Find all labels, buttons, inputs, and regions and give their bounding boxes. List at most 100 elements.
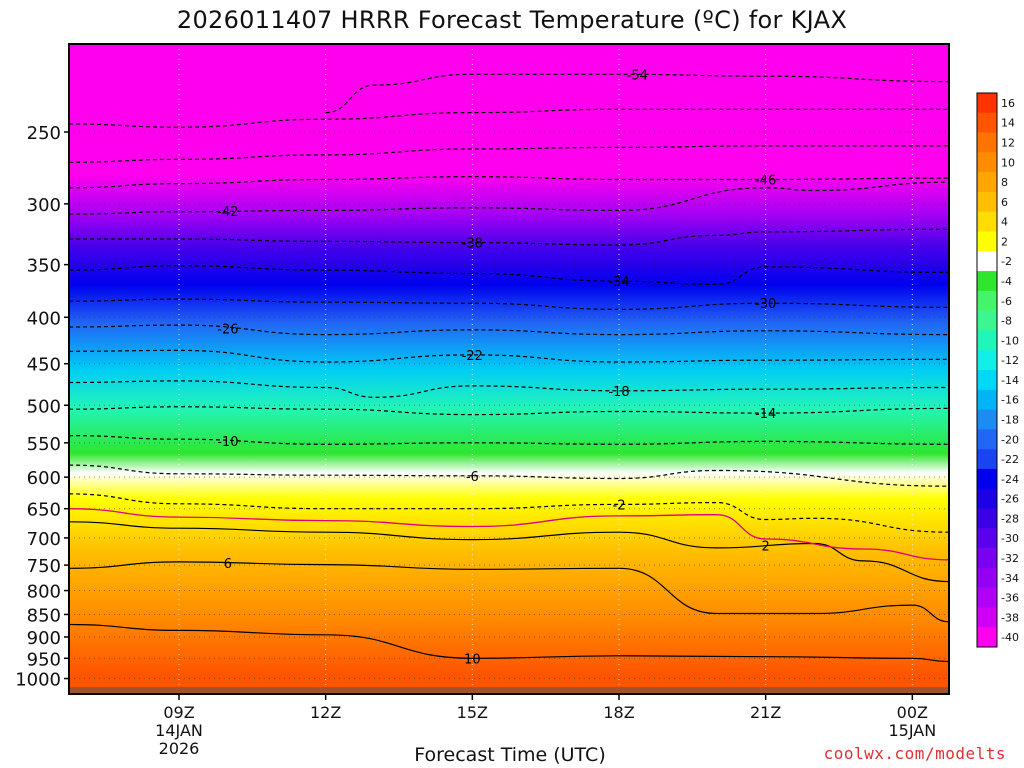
isotherm-label--22: -22 — [462, 349, 483, 364]
isotherm-label-text: -10 — [217, 435, 238, 450]
colorbar-swatch--18 to -16 — [977, 409, 997, 430]
colorbar-swatch--12 to -10 — [977, 350, 997, 371]
y-tick-label-900: 900 — [27, 628, 61, 649]
isotherm-label-text: -22 — [462, 349, 483, 364]
colorbar-swatch-4 to 6 — [977, 211, 997, 232]
x-tick-label-09Z: 09Z — [163, 703, 194, 722]
isotherm-label-text: 6 — [224, 557, 232, 572]
colorbar-swatch--20 to -18 — [977, 429, 997, 450]
x-tick-label-21Z: 21Z — [750, 703, 781, 722]
isotherm-label-text: -14 — [755, 407, 776, 422]
colorbar-label--30: -30 — [1001, 532, 1019, 545]
isotherm-label-2: 2 — [762, 540, 770, 555]
y-tick-label-500: 500 — [27, 396, 61, 417]
colorbar-swatch-< -40 — [977, 627, 997, 648]
colorbar-label--12: -12 — [1001, 354, 1019, 367]
isotherm-label-text: -6 — [466, 470, 479, 485]
isotherm-label--18: -18 — [608, 385, 629, 400]
isotherm-label-6: 6 — [224, 557, 232, 572]
isotherm--54 — [325, 73, 949, 114]
colorbar-label--14: -14 — [1001, 374, 1019, 387]
colorbar-label--4: -4 — [1001, 275, 1012, 288]
colorbar-swatch->16 — [977, 93, 997, 114]
isotherm--46 — [69, 176, 949, 189]
colorbar-label--28: -28 — [1001, 512, 1019, 525]
isotherm-label-text: -2 — [613, 498, 626, 513]
colorbar-label--16: -16 — [1001, 394, 1019, 407]
colorbar-swatch--14 to -12 — [977, 370, 997, 391]
colorbar-label--26: -26 — [1001, 493, 1019, 506]
isotherm-label-text: 2 — [762, 540, 770, 555]
isotherm-label--10: -10 — [217, 435, 238, 450]
x-tick-date-09Z: 14JAN — [155, 721, 203, 740]
colorbar-label--22: -22 — [1001, 453, 1019, 466]
colorbar-label-8: 8 — [1001, 176, 1008, 189]
y-tick-label-400: 400 — [27, 308, 61, 329]
temperature-bands — [69, 44, 949, 694]
y-tick-label-1000: 1000 — [15, 670, 61, 691]
y-tick-label-750: 750 — [27, 556, 61, 577]
colorbar-swatch--26 to -24 — [977, 488, 997, 509]
colorbar-label-2: 2 — [1001, 235, 1008, 248]
colorbar-swatch--16 to -14 — [977, 389, 997, 410]
source-watermark: coolwx.com/modelts — [823, 744, 1006, 763]
colorbar-swatch-14 to 16 — [977, 112, 997, 133]
y-tick-label-450: 450 — [27, 355, 61, 376]
gradient-field — [69, 44, 949, 694]
colorbar-label--24: -24 — [1001, 473, 1019, 486]
y-tick-label-850: 850 — [27, 605, 61, 626]
isotherm-label-text: -30 — [755, 297, 776, 312]
ground-surface — [69, 687, 949, 694]
y-tick-label-800: 800 — [27, 582, 61, 603]
isotherm-label--42: -42 — [217, 205, 238, 220]
isotherm-contours: -54-46-42-38-34-30-26-22-18-14-10-6-2261… — [69, 69, 949, 667]
x-tick-date-00Z: 15JAN — [888, 721, 936, 740]
colorbar-label--34: -34 — [1001, 572, 1019, 585]
isotherm-label--14: -14 — [755, 407, 776, 422]
y-tick-label-300: 300 — [27, 195, 61, 216]
isotherm--2 — [69, 493, 949, 533]
x-tick-year-09Z: 2026 — [159, 739, 200, 758]
isotherm-label-text: 10 — [464, 652, 481, 667]
colorbar-swatch--10 to -8 — [977, 330, 997, 351]
x-tick-label-00Z: 00Z — [897, 703, 928, 722]
y-tick-label-250: 250 — [27, 123, 61, 144]
freezing-line — [69, 508, 949, 561]
isotherm-label-text: -34 — [608, 275, 629, 290]
colorbar-swatch-10 to 12 — [977, 152, 997, 173]
colorbar-label--40: -40 — [1001, 631, 1019, 644]
colorbar-label--38: -38 — [1001, 611, 1019, 624]
colorbar-swatch--6 to -4 — [977, 290, 997, 311]
colorbar-swatch-8 to 10 — [977, 172, 997, 193]
isotherm-label-text: -46 — [755, 173, 776, 188]
colorbar-swatch--30 to -28 — [977, 528, 997, 549]
y-tick-label-700: 700 — [27, 529, 61, 550]
colorbar-swatch-2 to 4 — [977, 231, 997, 252]
isotherm--18 — [69, 380, 949, 398]
colorbar-label--20: -20 — [1001, 433, 1019, 446]
colorbar-label--18: -18 — [1001, 413, 1019, 426]
isotherm--6 — [69, 464, 949, 487]
chart-title: 2026011407 HRRR Forecast Temperature (ºC… — [176, 6, 848, 34]
isotherm--48 — [69, 145, 949, 163]
colorbar-label--36: -36 — [1001, 592, 1019, 605]
colorbar-swatch--4 to -2 — [977, 271, 997, 292]
colorbar-label-10: 10 — [1001, 156, 1015, 169]
isotherm-label--30: -30 — [755, 297, 776, 312]
colorbar-label-6: 6 — [1001, 196, 1008, 209]
y-tick-label-350: 350 — [27, 256, 61, 277]
y-tick-label-950: 950 — [27, 649, 61, 670]
x-tick-label-15Z: 15Z — [457, 703, 488, 722]
x-axis-title: Forecast Time (UTC) — [414, 744, 606, 766]
colorbar-swatch--38 to -36 — [977, 607, 997, 628]
isotherm-label-text: -26 — [217, 322, 238, 337]
colorbar-swatch--34 to -32 — [977, 567, 997, 588]
isotherm-label--34: -34 — [608, 275, 629, 290]
isotherm--34 — [69, 265, 949, 286]
y-tick-label-550: 550 — [27, 434, 61, 455]
y-axis: 2503003504004505005506006507007508008509… — [15, 123, 69, 691]
x-tick-label-18Z: 18Z — [603, 703, 634, 722]
colorbar-swatch--22 to -20 — [977, 449, 997, 470]
isotherm--50 — [69, 108, 949, 128]
isotherm-label-text: -54 — [627, 69, 648, 84]
